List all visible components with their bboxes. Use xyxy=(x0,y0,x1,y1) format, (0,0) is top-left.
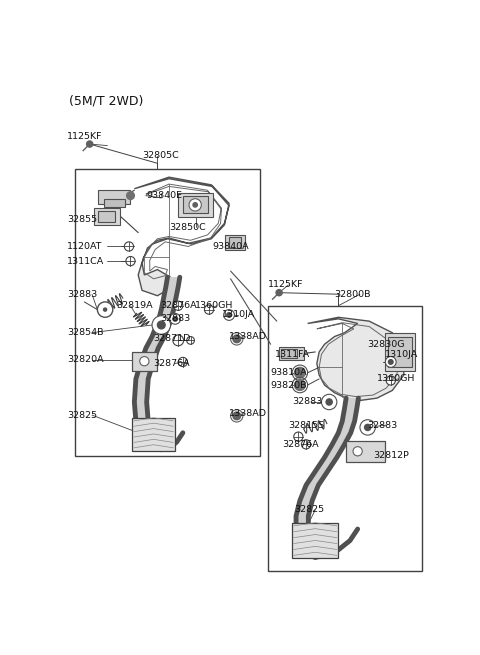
Circle shape xyxy=(224,310,234,320)
Text: 32876A: 32876A xyxy=(282,440,319,449)
Bar xyxy=(132,418,175,451)
Text: 1125KF: 1125KF xyxy=(267,280,303,290)
Bar xyxy=(104,200,125,207)
Circle shape xyxy=(178,358,188,367)
Text: 32883: 32883 xyxy=(160,314,190,322)
Text: 32812P: 32812P xyxy=(373,451,409,460)
Bar xyxy=(346,441,384,462)
Circle shape xyxy=(204,305,214,314)
Text: 32855: 32855 xyxy=(67,215,97,224)
Text: (5M/T 2WD): (5M/T 2WD) xyxy=(69,94,143,107)
Bar xyxy=(388,337,411,367)
Circle shape xyxy=(127,192,134,200)
Circle shape xyxy=(140,356,149,365)
Bar xyxy=(229,237,241,248)
Circle shape xyxy=(360,420,375,435)
Text: 1311FA: 1311FA xyxy=(275,350,310,359)
Circle shape xyxy=(388,360,393,364)
Circle shape xyxy=(301,440,311,449)
Text: 93840E: 93840E xyxy=(146,191,182,200)
Circle shape xyxy=(124,242,133,251)
Bar xyxy=(267,306,421,571)
Text: 32850C: 32850C xyxy=(169,223,206,232)
Text: 1310JA: 1310JA xyxy=(384,350,418,359)
Polygon shape xyxy=(134,177,229,296)
Text: 93820B: 93820B xyxy=(271,381,307,390)
Text: 32871D: 32871D xyxy=(154,334,191,343)
Text: 32820A: 32820A xyxy=(67,355,104,364)
Circle shape xyxy=(233,412,240,420)
Text: 32815S: 32815S xyxy=(288,421,324,430)
Text: 32825: 32825 xyxy=(67,411,97,420)
Text: 32825: 32825 xyxy=(295,505,324,514)
Text: 1120AT: 1120AT xyxy=(67,242,103,251)
Circle shape xyxy=(104,308,107,311)
Bar xyxy=(98,211,115,222)
Circle shape xyxy=(152,316,170,334)
Circle shape xyxy=(326,399,332,405)
Circle shape xyxy=(97,302,113,317)
Circle shape xyxy=(86,141,93,147)
Bar xyxy=(178,193,213,217)
Polygon shape xyxy=(308,317,404,400)
Circle shape xyxy=(365,424,371,430)
Circle shape xyxy=(126,257,135,266)
Circle shape xyxy=(173,316,178,321)
Bar xyxy=(225,235,245,250)
Text: 32876A: 32876A xyxy=(160,301,196,310)
Text: 32854B: 32854B xyxy=(67,328,104,337)
Text: 93810A: 93810A xyxy=(271,368,307,377)
Text: 93840A: 93840A xyxy=(212,242,249,251)
Text: 1338AD: 1338AD xyxy=(229,409,267,418)
Text: 1311CA: 1311CA xyxy=(67,257,105,265)
Bar xyxy=(279,346,304,360)
Text: 32883: 32883 xyxy=(67,290,97,299)
Circle shape xyxy=(227,312,231,317)
Bar xyxy=(292,523,338,558)
Circle shape xyxy=(295,380,305,390)
Circle shape xyxy=(233,335,240,343)
Circle shape xyxy=(295,367,305,378)
Text: 1310JA: 1310JA xyxy=(222,310,255,320)
Circle shape xyxy=(193,202,197,207)
Bar xyxy=(281,349,297,358)
Text: 32876A: 32876A xyxy=(154,359,190,368)
Circle shape xyxy=(353,447,362,456)
Bar xyxy=(384,333,415,371)
Text: 32883: 32883 xyxy=(368,421,398,430)
Text: 1360GH: 1360GH xyxy=(195,301,234,310)
Text: 1125KF: 1125KF xyxy=(67,132,103,141)
Circle shape xyxy=(294,432,303,441)
Circle shape xyxy=(189,198,201,211)
Text: 32800B: 32800B xyxy=(335,290,371,299)
Bar xyxy=(98,190,131,204)
Text: 32819A: 32819A xyxy=(117,301,153,310)
Text: 1338AD: 1338AD xyxy=(229,332,267,341)
Circle shape xyxy=(170,314,180,324)
Text: 32883: 32883 xyxy=(292,398,323,407)
Circle shape xyxy=(276,290,282,296)
Bar xyxy=(183,196,208,214)
Bar xyxy=(94,208,120,225)
Circle shape xyxy=(322,394,337,409)
Circle shape xyxy=(173,335,184,346)
Circle shape xyxy=(386,376,396,385)
Circle shape xyxy=(174,301,183,310)
Text: 32805C: 32805C xyxy=(142,151,179,160)
Circle shape xyxy=(187,337,194,345)
Bar xyxy=(75,170,260,456)
Bar xyxy=(132,352,156,371)
Circle shape xyxy=(157,321,165,329)
Circle shape xyxy=(385,356,396,367)
Text: 32830G: 32830G xyxy=(368,340,405,348)
Text: 1360GH: 1360GH xyxy=(377,375,415,383)
